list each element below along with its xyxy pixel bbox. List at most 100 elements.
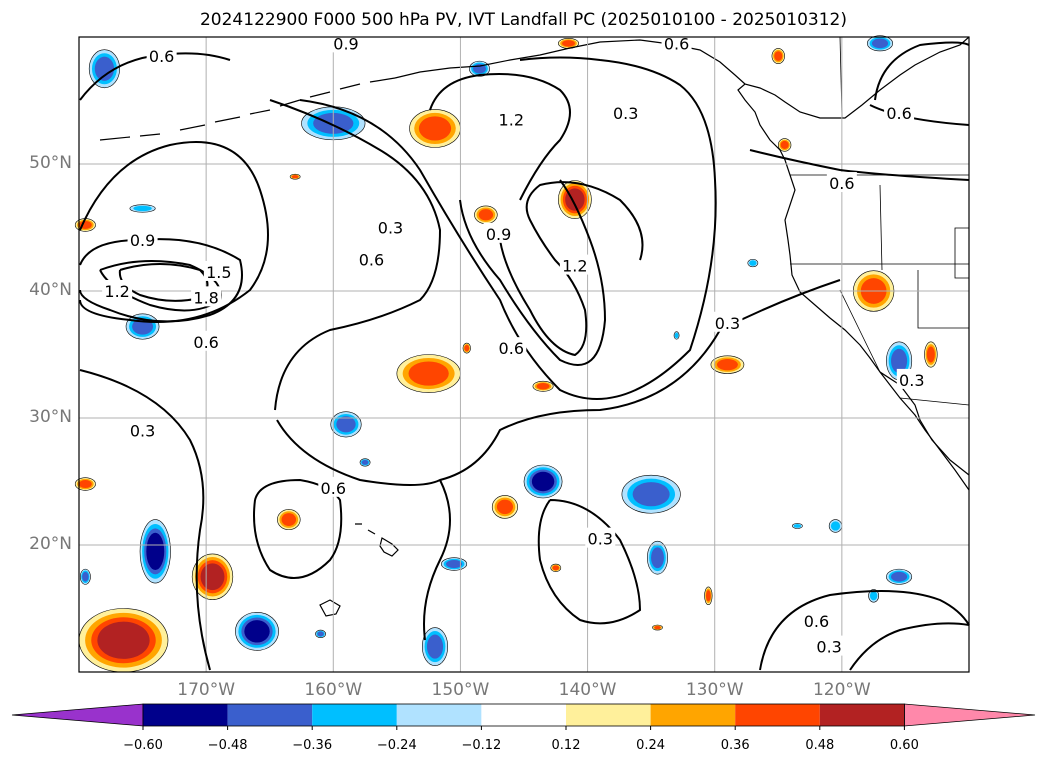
- contour-label-bg: [585, 527, 616, 548]
- colorbar-segment: [819, 704, 905, 726]
- pv-anomaly-blob: [771, 48, 785, 64]
- contour-label-bg: [896, 368, 927, 389]
- contour-label: 0.9: [130, 231, 155, 250]
- contour-label: 0.6: [829, 174, 854, 193]
- pv-anomaly-shade: [562, 40, 575, 47]
- pv-anomaly-blob: [315, 629, 326, 639]
- pv-anomaly-shade: [291, 175, 299, 179]
- pv-anomaly-blob: [866, 35, 894, 52]
- contour-label: 0.9: [333, 34, 358, 53]
- colorbar-tick-label: −0.12: [461, 738, 502, 753]
- pv-anomaly-blob: [791, 523, 803, 529]
- aleutian-islands: [99, 77, 396, 141]
- north-america-coastline: [737, 36, 970, 491]
- contour-label-bg: [191, 330, 222, 351]
- longitude-label: 150°W: [431, 680, 490, 700]
- pv-anomaly-shade: [146, 532, 165, 571]
- pv-anomaly-blob: [652, 624, 663, 631]
- pv-anomaly-shade: [133, 205, 152, 212]
- pv-anomaly-blob: [621, 474, 681, 514]
- contour-label: 0.6: [886, 104, 911, 123]
- contour-label-bg: [102, 280, 133, 300]
- pv-anomaly-blob: [330, 411, 362, 438]
- pv-anomaly-shade: [200, 563, 225, 591]
- pv-anomaly-shade: [830, 521, 841, 531]
- contour-label: 0.6: [664, 34, 689, 53]
- contour-label-bg: [127, 419, 158, 440]
- contour-label: 1.2: [562, 257, 587, 276]
- pv-anomaly-blob: [88, 49, 120, 89]
- contour-label: 0.6: [193, 333, 218, 352]
- pv-anomaly-shade: [82, 571, 89, 582]
- contour-label: 0.3: [588, 530, 613, 549]
- colorbar-tick-label: −0.24: [376, 738, 417, 753]
- contour-label: 1.2: [104, 282, 129, 301]
- colorbar-segment: [227, 704, 313, 726]
- pv-anomaly-blob: [191, 553, 234, 600]
- pv-anomaly-blob: [78, 608, 169, 673]
- contour-label: 1.2: [499, 111, 524, 130]
- pv-anomaly-shade: [891, 571, 908, 582]
- pv-anomaly-shade: [418, 116, 452, 141]
- pv-anomaly-blob: [235, 612, 279, 651]
- latitude-label: 20°N: [29, 534, 72, 554]
- colorbar-min-extend: [11, 703, 144, 727]
- pv-anomaly-blob: [647, 540, 668, 575]
- pv-anomaly-shade: [869, 591, 878, 601]
- longitude-label: 140°W: [558, 680, 617, 700]
- pv-anomaly-shading: [74, 35, 938, 673]
- pv-anomaly-shade: [446, 560, 463, 569]
- pv-anomaly-shade: [336, 416, 356, 433]
- pv-anomaly-shade: [654, 625, 661, 630]
- colorbar-max-extend: [904, 703, 1036, 727]
- pv-anomaly-shade: [408, 361, 449, 386]
- longitude-label: 130°W: [685, 680, 744, 700]
- contour-label-bg: [801, 610, 832, 631]
- colorbar-segment: [481, 704, 566, 726]
- contour-label-bg: [375, 216, 406, 237]
- pv-anomaly-shade: [674, 332, 679, 339]
- pv-anomaly-blob: [886, 568, 913, 585]
- pv-anomaly-shade: [317, 631, 324, 637]
- contour-label: 0.9: [486, 225, 511, 244]
- contour-label: 0.6: [804, 612, 829, 631]
- colorbar-tick-label: −0.36: [292, 738, 333, 753]
- pv-anomaly-blob: [747, 258, 759, 268]
- pv-anomaly-shade: [891, 348, 908, 373]
- pv-anomaly-blob: [704, 586, 713, 605]
- pv-anomaly-blob: [924, 341, 938, 368]
- colorbar: [11, 703, 1036, 730]
- contour-label: 0.3: [899, 371, 924, 390]
- colorbar-segment: [396, 704, 482, 726]
- pv-anomaly-blob: [79, 568, 91, 585]
- pv-anomaly-blob: [462, 342, 471, 354]
- pv-anomaly-shade: [552, 565, 560, 571]
- pv-anomaly-shade: [651, 547, 664, 569]
- contour-label-bg: [496, 108, 527, 129]
- pv-anomaly-blob: [710, 355, 745, 374]
- colorbar-segment: [650, 704, 736, 726]
- pv-anomaly-blob: [289, 173, 301, 180]
- contour-label-bg: [356, 248, 387, 269]
- us-borders: [790, 174, 970, 406]
- pv-anomaly-shade: [426, 634, 444, 659]
- pv-anomaly-blob: [421, 627, 449, 666]
- pv-anomaly-blob: [777, 138, 792, 152]
- colorbar-segment: [566, 704, 651, 726]
- pv-anomaly-shade: [244, 620, 270, 643]
- colorbar-tick-label: 0.60: [889, 738, 919, 753]
- contour-label: 1.8: [193, 288, 218, 307]
- pv-anomaly-shade: [281, 513, 297, 527]
- colorbar-tick-label: −0.48: [207, 738, 248, 753]
- latitude-label: 50°N: [29, 153, 72, 173]
- pv-anomaly-shade: [531, 471, 555, 492]
- pv-anomaly-blob: [673, 331, 680, 340]
- contour-label: 0.6: [359, 250, 384, 269]
- contour-label-bg: [191, 286, 222, 307]
- pv-anomaly-shade: [871, 38, 889, 49]
- pv-anomaly-shade: [632, 482, 670, 507]
- pv-anomaly-blob: [868, 589, 880, 603]
- pv-anomaly-shade: [749, 260, 757, 266]
- contour-label-bg: [146, 45, 177, 66]
